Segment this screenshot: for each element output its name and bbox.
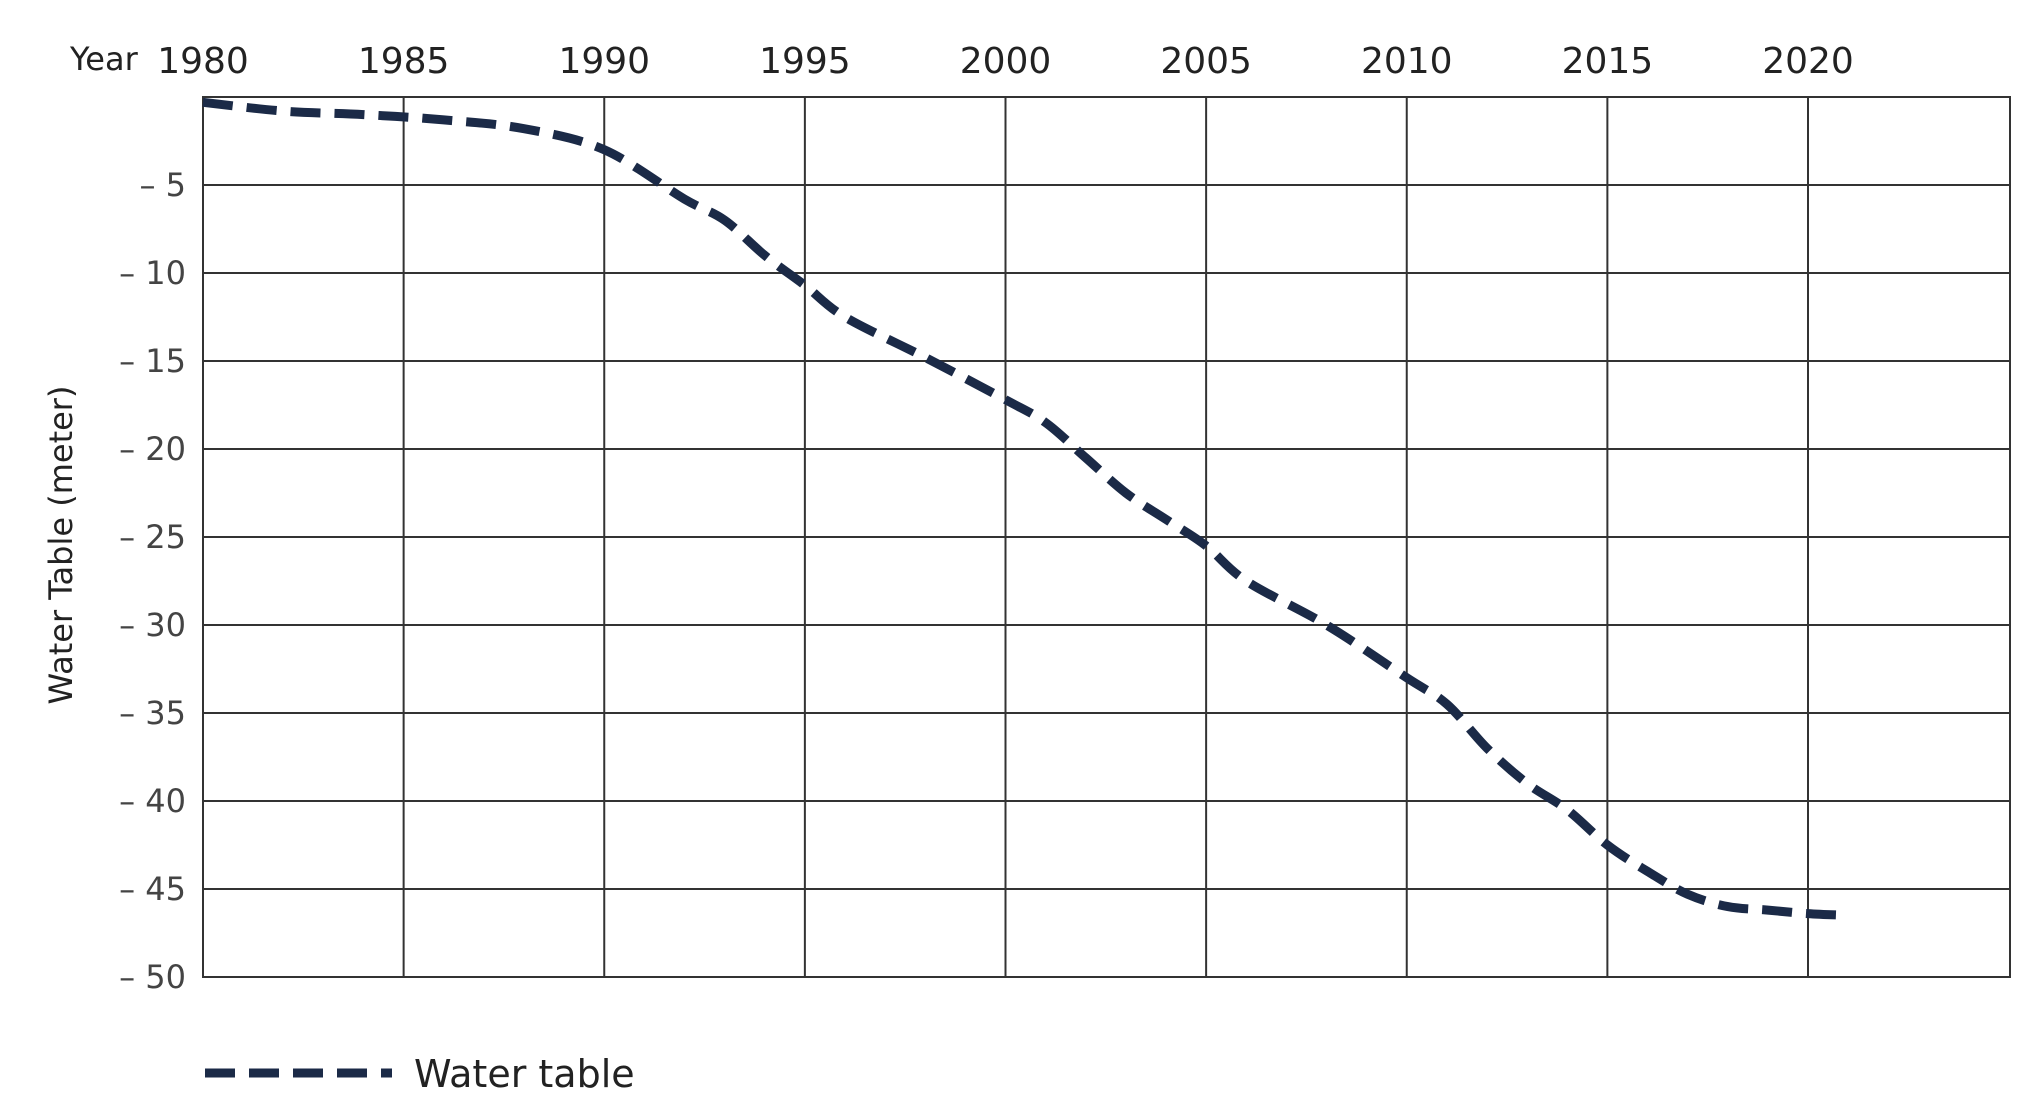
x-axis-ticks: 1980 1985 1990 1995 2000 2005 2010 2015 2020	[157, 41, 1854, 82]
legend: Water table	[205, 1052, 635, 1096]
y-tick-label: – 40	[119, 782, 186, 820]
y-tick-label: – 25	[119, 518, 186, 556]
y-tick-label: – 35	[119, 694, 186, 732]
series-line-water-table	[202, 97, 1849, 920]
x-tick-label: 1985	[358, 41, 450, 82]
series-lines	[202, 97, 1849, 920]
x-tick-label: 2010	[1361, 41, 1453, 82]
y-tick-label: – 50	[119, 958, 186, 996]
y-axis-ticks: – 5 – 10 – 15 – 20 – 25 – 30 – 35 – 40 – 45 – 50	[119, 166, 186, 996]
x-tick-label: 2020	[1762, 41, 1854, 82]
y-tick-label: – 45	[119, 870, 186, 908]
y-axis-title: Water Table (meter)	[42, 386, 80, 705]
x-axis-title: Year	[69, 40, 139, 78]
y-tick-label: – 20	[119, 430, 186, 468]
y-tick-label: – 30	[119, 606, 186, 644]
x-tick-label: 1980	[157, 41, 249, 82]
y-tick-label: – 15	[119, 342, 186, 380]
x-tick-label: 1990	[558, 41, 650, 82]
y-tick-label: – 10	[119, 254, 186, 292]
x-tick-label: 1995	[759, 41, 851, 82]
legend-label-water-table: Water table	[414, 1052, 635, 1096]
x-tick-label: 2000	[960, 41, 1052, 82]
x-tick-label: 2005	[1160, 41, 1252, 82]
y-tick-label: – 5	[139, 166, 186, 204]
x-tick-label: 2015	[1562, 41, 1654, 82]
grid-lines	[202, 96, 2011, 978]
